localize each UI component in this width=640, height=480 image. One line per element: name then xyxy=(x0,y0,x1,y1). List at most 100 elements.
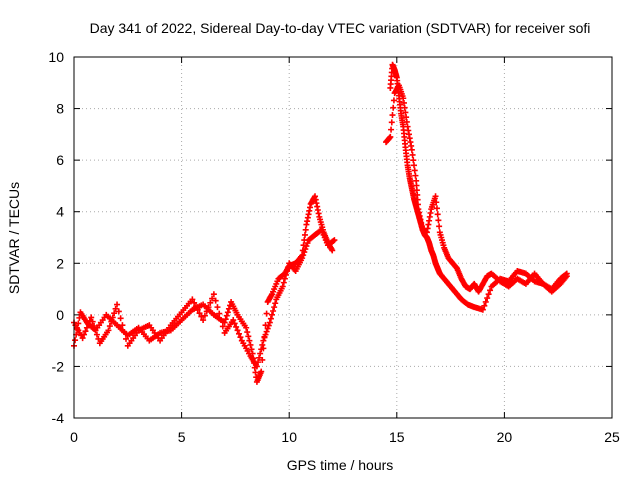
data-point xyxy=(209,295,216,302)
data-point xyxy=(88,314,95,321)
data-point xyxy=(261,334,268,341)
data-point xyxy=(436,223,443,230)
data-point xyxy=(212,297,219,304)
data-point xyxy=(203,308,210,315)
data-point xyxy=(224,309,231,316)
data-point xyxy=(117,315,124,322)
data-point xyxy=(259,356,266,363)
data-point xyxy=(258,368,265,375)
data-point xyxy=(92,327,99,334)
data-point xyxy=(121,329,128,336)
data-point xyxy=(115,308,122,315)
data-point xyxy=(408,146,415,153)
data-point xyxy=(411,162,418,169)
data-point xyxy=(237,334,244,341)
data-point xyxy=(221,319,228,326)
data-point xyxy=(91,323,98,330)
data-point xyxy=(86,317,93,324)
data-point xyxy=(260,337,267,344)
data-point xyxy=(244,329,251,336)
data-point xyxy=(105,327,112,334)
series-trace-c xyxy=(387,61,570,313)
y-tick-label: -4 xyxy=(52,410,65,426)
data-point xyxy=(83,324,90,331)
data-point xyxy=(266,319,273,326)
ticks: 0 5 10 15 20 25 -4 -2 0 2 4 6 8 10 xyxy=(48,49,620,445)
data-point xyxy=(299,255,306,262)
data-point xyxy=(214,304,221,311)
data-point xyxy=(485,291,492,298)
data-point xyxy=(300,252,307,259)
data-point xyxy=(79,335,86,342)
y-tick-label: 0 xyxy=(56,307,64,323)
series-trace-d xyxy=(383,82,570,295)
x-tick-label: 5 xyxy=(178,429,186,445)
data-points xyxy=(71,61,570,385)
data-point xyxy=(258,346,265,353)
data-point xyxy=(82,328,89,335)
data-point xyxy=(410,157,417,164)
data-point xyxy=(248,346,255,353)
data-point xyxy=(263,328,270,335)
data-point xyxy=(284,268,291,275)
data-point xyxy=(264,325,271,332)
data-point xyxy=(281,275,288,282)
chart-title: Day 341 of 2022, Sidereal Day-to-day VTE… xyxy=(90,20,591,36)
data-point xyxy=(331,237,338,244)
data-point xyxy=(189,296,196,303)
data-point xyxy=(200,317,207,324)
data-point xyxy=(433,199,440,206)
data-point xyxy=(247,341,254,348)
x-axis-label: GPS time / hours xyxy=(287,457,394,473)
data-point xyxy=(231,320,238,327)
data-point xyxy=(81,331,88,338)
data-point xyxy=(111,310,118,317)
data-point xyxy=(280,279,287,286)
data-point xyxy=(563,273,570,280)
data-point xyxy=(210,291,217,298)
data-point xyxy=(114,301,121,308)
data-point xyxy=(72,337,79,344)
data-point xyxy=(479,306,486,313)
series-trace-b xyxy=(71,226,338,370)
y-tick-label: -2 xyxy=(52,358,65,374)
data-point xyxy=(390,104,397,111)
data-point xyxy=(85,321,92,328)
data-point xyxy=(279,283,286,290)
data-point xyxy=(205,304,212,311)
data-point xyxy=(112,305,119,312)
data-point xyxy=(282,271,289,278)
data-point xyxy=(270,307,277,314)
data-point xyxy=(301,231,308,238)
data-point xyxy=(482,298,489,305)
data-point xyxy=(262,331,269,338)
data-point xyxy=(234,327,241,334)
x-tick-label: 10 xyxy=(281,429,297,445)
data-point xyxy=(201,312,208,319)
data-point xyxy=(268,311,275,318)
x-tick-label: 15 xyxy=(389,429,405,445)
data-point xyxy=(411,167,418,174)
data-point xyxy=(256,354,263,361)
data-point xyxy=(106,323,113,330)
data-point xyxy=(481,302,488,309)
data-point xyxy=(409,151,416,158)
data-point xyxy=(387,133,394,140)
y-tick-label: 10 xyxy=(48,49,64,65)
data-point xyxy=(302,226,309,233)
data-point xyxy=(302,246,309,253)
data-point xyxy=(303,243,310,250)
data-point xyxy=(432,193,439,200)
data-point xyxy=(412,172,419,179)
data-point xyxy=(89,318,96,325)
y-tick-label: 8 xyxy=(56,101,64,117)
data-point xyxy=(192,303,199,310)
data-point xyxy=(329,247,336,254)
data-point xyxy=(119,322,126,329)
data-point xyxy=(216,310,223,317)
data-point xyxy=(222,316,229,323)
data-point xyxy=(223,312,230,319)
x-tick-label: 0 xyxy=(70,429,78,445)
data-point xyxy=(191,299,198,306)
x-tick-label: 25 xyxy=(604,429,620,445)
